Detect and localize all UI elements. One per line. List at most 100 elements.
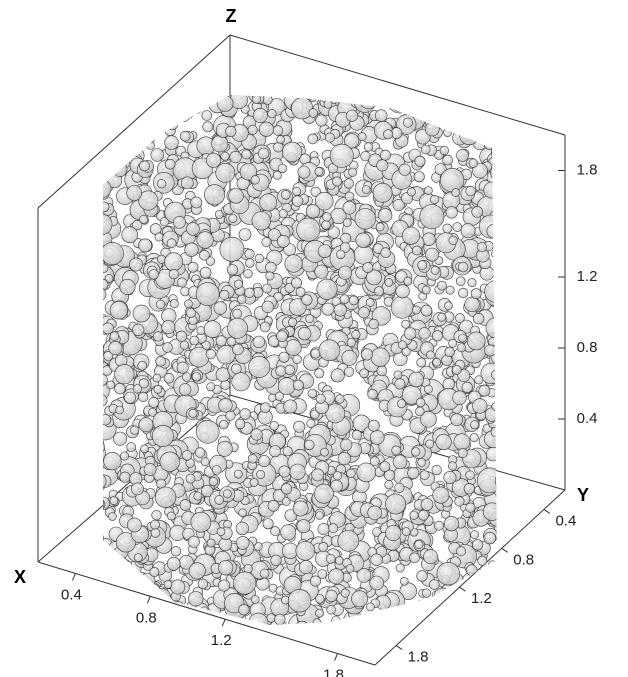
particle <box>452 390 467 405</box>
particle <box>103 286 107 302</box>
particle <box>92 210 102 220</box>
particle <box>130 482 144 496</box>
particle <box>340 438 353 451</box>
particle <box>339 294 350 305</box>
particle <box>457 447 468 458</box>
particle <box>103 178 104 188</box>
particle <box>307 388 317 399</box>
particle <box>469 433 479 443</box>
particle <box>398 617 417 625</box>
particle <box>138 391 149 403</box>
particle <box>235 521 249 536</box>
particle <box>428 579 440 590</box>
particle <box>362 262 374 273</box>
particle <box>188 346 210 368</box>
particle <box>233 469 243 479</box>
particle <box>129 257 143 272</box>
particle <box>108 341 123 356</box>
z-tick-label: 1.2 <box>577 268 598 285</box>
particle <box>103 147 114 167</box>
particle <box>494 363 497 376</box>
particle <box>421 611 431 622</box>
particle <box>259 402 271 414</box>
particle <box>411 447 421 457</box>
particle <box>274 613 286 625</box>
particle <box>171 95 192 116</box>
particle <box>256 469 266 479</box>
particle <box>103 120 105 131</box>
particle <box>133 133 146 146</box>
particle <box>496 607 497 617</box>
particle <box>104 159 115 171</box>
particle <box>275 365 287 377</box>
particle <box>213 301 228 315</box>
tick-mark <box>501 547 508 553</box>
y-axis-label: Y <box>577 485 589 505</box>
particle <box>250 175 260 185</box>
particle <box>472 117 482 126</box>
particle <box>387 95 412 114</box>
particle <box>121 597 137 613</box>
particle <box>443 515 460 532</box>
particle <box>403 327 417 340</box>
particle <box>92 233 101 242</box>
particle <box>483 138 495 150</box>
particle <box>491 573 497 587</box>
particle <box>443 470 457 484</box>
particle <box>499 368 508 377</box>
particle <box>219 236 245 262</box>
particle <box>496 95 497 98</box>
particle <box>103 263 109 273</box>
particle <box>267 499 280 512</box>
particle <box>103 105 111 122</box>
particle <box>195 419 220 444</box>
particle <box>155 355 166 367</box>
particle <box>317 569 328 579</box>
z-tick-label: 0.8 <box>577 339 598 356</box>
particle <box>110 557 121 569</box>
particle <box>238 508 247 518</box>
particle <box>289 463 306 480</box>
particle <box>103 143 108 153</box>
particle <box>119 606 131 619</box>
particle <box>443 128 452 137</box>
particle <box>431 330 443 342</box>
particle <box>151 424 174 447</box>
particle <box>391 626 399 634</box>
particle <box>494 518 497 537</box>
particle <box>92 225 102 235</box>
particle <box>331 615 341 625</box>
particle <box>103 414 112 426</box>
particle <box>103 615 104 625</box>
particle <box>140 444 149 454</box>
particle <box>234 418 246 430</box>
particle <box>262 518 274 530</box>
y-tick-label: 0.4 <box>555 512 576 529</box>
particle <box>306 418 316 429</box>
particle <box>333 303 347 317</box>
particle <box>400 605 417 623</box>
particle <box>464 296 480 313</box>
particle <box>292 379 304 391</box>
particle <box>276 330 288 343</box>
particle <box>490 163 497 182</box>
particle <box>247 453 258 464</box>
particle <box>439 112 453 126</box>
tick-mark <box>395 645 403 650</box>
x-tick-label: 0.8 <box>136 609 157 626</box>
particle <box>297 326 312 341</box>
particle <box>204 184 226 206</box>
particle <box>465 564 478 577</box>
particle <box>496 246 497 262</box>
particle <box>228 188 244 204</box>
particle <box>108 512 117 521</box>
particle <box>219 419 229 430</box>
particle <box>196 616 212 625</box>
particle <box>103 601 117 615</box>
particle <box>383 129 394 140</box>
particle <box>425 247 439 262</box>
particle <box>141 102 154 114</box>
particle <box>468 617 480 625</box>
particle <box>190 616 201 625</box>
particle <box>164 103 184 123</box>
